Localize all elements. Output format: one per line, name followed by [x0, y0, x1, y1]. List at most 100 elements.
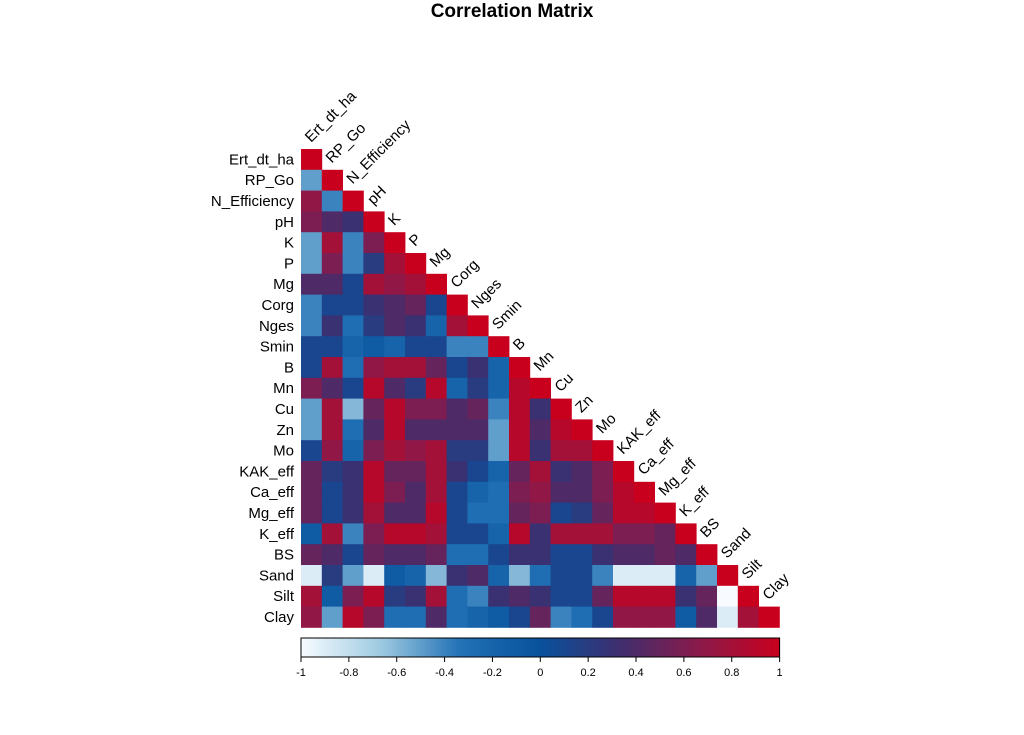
heatmap-cell-Nges-pH [363, 315, 385, 337]
heatmap-cell-KAK_eff-Mg [425, 461, 447, 483]
heatmap-cell-KAK_eff-N_Efficiency [342, 461, 364, 483]
heatmap-cell-Clay-Zn [571, 606, 593, 628]
heatmap-cell-Clay-Ca_eff [633, 606, 655, 628]
heatmap-cell-BS-RP_Go [321, 544, 343, 566]
heatmap-cell-Clay-K [384, 606, 406, 628]
heatmap-cell-Clay-Clay [758, 606, 780, 628]
heatmap-cell-Cu-Nges [467, 398, 489, 420]
row-label-Nges: Nges [259, 318, 294, 335]
heatmap-cell-Mg-Ert_dt_ha [301, 273, 323, 295]
heatmap-cell-Clay-Mo [592, 606, 614, 628]
heatmap-cell-Ca_eff-RP_Go [321, 481, 343, 503]
heatmap-cell-Mg_eff-Cu [550, 502, 572, 524]
heatmap-cell-Ca_eff-Mg [425, 481, 447, 503]
heatmap-cell-Cu-P [405, 398, 427, 420]
heatmap-cell-Mg_eff-P [405, 502, 427, 524]
heatmap-cell-Silt-Cu [550, 585, 572, 607]
heatmap-cell-Mn-K [384, 377, 406, 399]
row-label-Silt: Silt [273, 588, 295, 605]
heatmap-cell-Zn-P [405, 419, 427, 441]
heatmap-cell-Sand-pH [363, 565, 385, 587]
heatmap-cell-P-P [405, 253, 427, 275]
heatmap-cell-KAK_eff-Nges [467, 461, 489, 483]
heatmap-cell-Sand-Sand [717, 565, 739, 587]
heatmap-cell-B-Nges [467, 357, 489, 379]
heatmap-cell-K_eff-N_Efficiency [342, 523, 364, 545]
heatmap-cell-Nges-K [384, 315, 406, 337]
row-label-pH: pH [275, 214, 294, 231]
row-label-N_Efficiency: N_Efficiency [211, 193, 295, 210]
heatmap-cell-Mo-Zn [571, 440, 593, 462]
heatmap-cell-pH-Ert_dt_ha [301, 211, 323, 233]
row-label-Ert_dt_ha: Ert_dt_ha [229, 151, 295, 168]
heatmap-cell-K_eff-Ert_dt_ha [301, 523, 323, 545]
heatmap-cell-Cu-pH [363, 398, 385, 420]
heatmap-cell-K_eff-KAK_eff [613, 523, 635, 545]
chart-title: Correlation Matrix [431, 1, 594, 22]
heatmap-cell-Smin-K [384, 336, 406, 358]
heatmap-cell-Mn-Mn [529, 377, 551, 399]
heatmap-cell-Mn-Nges [467, 377, 489, 399]
heatmap-cell-Mn-Corg [446, 377, 468, 399]
heatmap-cell-K_eff-K [384, 523, 406, 545]
heatmap-cell-Silt-Corg [446, 585, 468, 607]
heatmap-cell-N_Efficiency-Ert_dt_ha [301, 190, 323, 212]
heatmap-cell-BS-Zn [571, 544, 593, 566]
heatmap-cell-Corg-K [384, 294, 406, 316]
heatmap-cell-Smin-N_Efficiency [342, 336, 364, 358]
column-label-Zn: Zn [572, 392, 596, 416]
heatmap-cell-K_eff-Cu [550, 523, 572, 545]
heatmap-cell-KAK_eff-Smin [488, 461, 510, 483]
heatmap-cell-Clay-Ert_dt_ha [301, 606, 323, 628]
heatmap-cell-B-P [405, 357, 427, 379]
heatmap-cell-K_eff-Smin [488, 523, 510, 545]
heatmap-cell-BS-Mo [592, 544, 614, 566]
heatmap-cell-Mo-P [405, 440, 427, 462]
colorbar-tick-label: 0.2 [581, 667, 596, 679]
column-label-K: K [385, 210, 404, 229]
heatmap-cell-KAK_eff-Mn [529, 461, 551, 483]
heatmap-cell-Nges-Mg [425, 315, 447, 337]
heatmap-cell-Mg_eff-Zn [571, 502, 593, 524]
heatmap-cell-B-Ert_dt_ha [301, 357, 323, 379]
heatmap-cell-Mo-Cu [550, 440, 572, 462]
heatmap-cell-Corg-pH [363, 294, 385, 316]
heatmap-cell-Mn-Ert_dt_ha [301, 377, 323, 399]
heatmap-cell-Zn-B [509, 419, 531, 441]
heatmap-cell-K_eff-Mn [529, 523, 551, 545]
heatmap-cell-Silt-Sand [717, 585, 739, 607]
heatmap-cell-Mg_eff-Mo [592, 502, 614, 524]
heatmap-cell-Mg_eff-Corg [446, 502, 468, 524]
heatmap-cell-B-RP_Go [321, 357, 343, 379]
heatmap-cell-Mo-Mn [529, 440, 551, 462]
row-label-BS: BS [274, 547, 294, 564]
row-label-K: K [284, 235, 294, 252]
heatmap-cell-BS-BS [696, 544, 718, 566]
heatmap-cell-Mo-Smin [488, 440, 510, 462]
heatmap-cell-Smin-P [405, 336, 427, 358]
heatmap-cell-K-K [384, 232, 406, 254]
heatmap-cell-B-Smin [488, 357, 510, 379]
heatmap-cell-Clay-Nges [467, 606, 489, 628]
heatmap-cell-Ca_eff-N_Efficiency [342, 481, 364, 503]
heatmap-cell-Zn-RP_Go [321, 419, 343, 441]
heatmap-cell-Mg-Mg [425, 273, 447, 295]
heatmap-cell-RP_Go-Ert_dt_ha [301, 169, 323, 191]
heatmap-cell-BS-Mg [425, 544, 447, 566]
heatmap-cell-K-Ert_dt_ha [301, 232, 323, 254]
heatmap-cell-Silt-KAK_eff [613, 585, 635, 607]
heatmap-cell-Cu-N_Efficiency [342, 398, 364, 420]
heatmap-cell-BS-Ert_dt_ha [301, 544, 323, 566]
heatmap-cell-Mn-P [405, 377, 427, 399]
heatmap-cell-Silt-K [384, 585, 406, 607]
column-label-pH: pH [364, 183, 390, 209]
heatmap-cell-Ca_eff-Ca_eff [633, 481, 655, 503]
heatmap-cell-P-K [384, 253, 406, 275]
heatmap-cell-Ca_eff-Smin [488, 481, 510, 503]
heatmap-cell-Mo-Corg [446, 440, 468, 462]
heatmap-cell-Nges-RP_Go [321, 315, 343, 337]
row-label-Mo: Mo [273, 443, 294, 460]
heatmap-cell-Mo-Mo [592, 440, 614, 462]
heatmap-cell-K_eff-P [405, 523, 427, 545]
